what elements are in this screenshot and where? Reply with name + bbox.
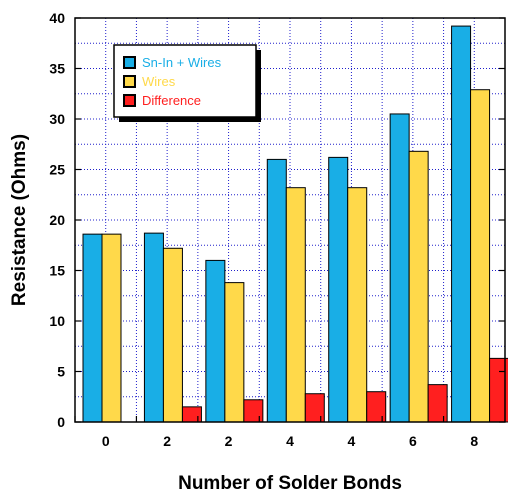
x-tick-label: 2 xyxy=(225,433,233,449)
y-tick-label: 25 xyxy=(49,162,65,178)
y-tick-label: 20 xyxy=(49,212,65,228)
x-axis-title: Number of Solder Bonds xyxy=(178,473,402,494)
bar-difference-3 xyxy=(304,393,325,423)
x-tick-label: 6 xyxy=(409,433,417,449)
bar-wires-0 xyxy=(101,233,122,423)
bar-sn-in-wires-1 xyxy=(143,232,164,423)
bar-sn-in-wires-6 xyxy=(451,25,472,423)
legend-swatch xyxy=(123,94,136,107)
y-tick-label: 5 xyxy=(57,364,65,380)
bar-wires-1 xyxy=(162,247,183,423)
legend-swatch xyxy=(123,56,136,69)
bar-wires-6 xyxy=(470,89,491,423)
y-tick-label: 40 xyxy=(49,10,65,26)
y-tick-label: 0 xyxy=(57,414,65,430)
y-tick-label: 15 xyxy=(49,263,65,279)
bar-difference-5 xyxy=(427,384,448,423)
bar-sn-in-wires-5 xyxy=(389,113,410,423)
y-axis-title: Resistance (Ohms) xyxy=(9,134,30,306)
y-tick-label: 30 xyxy=(49,111,65,127)
y-tick-label: 10 xyxy=(49,313,65,329)
x-tick-label: 0 xyxy=(102,433,110,449)
bar-sn-in-wires-0 xyxy=(82,233,103,423)
x-tick-label: 2 xyxy=(163,433,171,449)
legend-label: Difference xyxy=(142,93,201,108)
legend-items: Sn-In + Wires Wires Difference xyxy=(123,55,222,108)
bar-wires-5 xyxy=(408,150,429,423)
bar-sn-in-wires-2 xyxy=(205,259,226,423)
legend-label: Wires xyxy=(142,74,176,89)
legend-label: Sn-In + Wires xyxy=(142,55,222,70)
bar-sn-in-wires-3 xyxy=(266,158,287,423)
bar-wires-3 xyxy=(285,187,306,423)
bar-difference-1 xyxy=(181,406,202,423)
legend-swatch xyxy=(123,75,136,88)
x-tick-label: 4 xyxy=(348,433,356,449)
x-tick-label: 8 xyxy=(470,433,478,449)
bars-layer xyxy=(82,25,508,423)
bar-wires-2 xyxy=(224,282,245,423)
x-tick-label: 4 xyxy=(286,433,294,449)
bar-sn-in-wires-4 xyxy=(328,156,349,423)
legend-box xyxy=(113,44,257,118)
x-axis: 0 2 2 4 4 6 8 xyxy=(74,416,478,449)
bar-wires-4 xyxy=(347,187,368,423)
bar-difference-4 xyxy=(366,391,387,423)
y-tick-label: 35 xyxy=(49,61,65,77)
bar-difference-2 xyxy=(243,399,264,423)
y-axis: 0 5 10 15 20 25 30 35 40 xyxy=(49,10,505,430)
legend: Sn-In + Wires Wires Difference xyxy=(113,44,261,122)
